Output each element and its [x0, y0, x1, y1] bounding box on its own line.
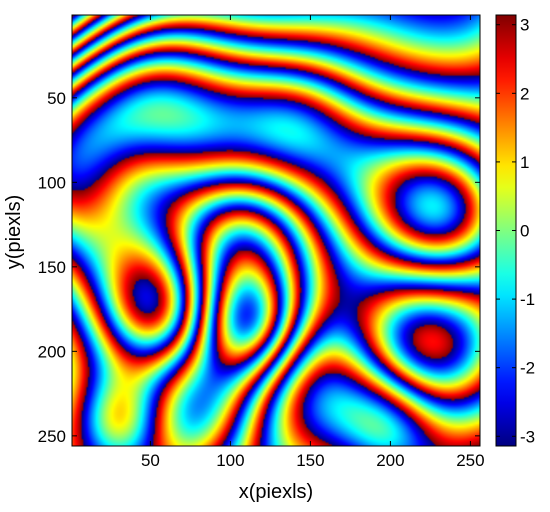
x-axis: 50 100 150 200 250: [141, 15, 485, 470]
colorbar: -3 -2 -1 0 1 2 3: [495, 14, 535, 447]
plot-frame: [71, 14, 481, 447]
x-axis-label: x(piexls): [239, 481, 313, 503]
y-tick-label: 50: [47, 89, 66, 108]
x-tick-label: 200: [376, 451, 404, 470]
x-tick-label: 250: [456, 451, 484, 470]
x-tick-label: 100: [216, 451, 244, 470]
y-tick-label: 150: [38, 258, 66, 277]
colorbar-tick-label: 0: [520, 222, 529, 241]
phase-heatmap-image: [72, 15, 480, 446]
colorbar-tick-label: -1: [520, 290, 535, 309]
y-axis-label: y(piexls): [3, 195, 25, 269]
colorbar-tick-label: 2: [520, 84, 529, 103]
x-tick-label: 150: [296, 451, 324, 470]
x-tick-label: 50: [141, 451, 160, 470]
colorbar-tick-label: 3: [520, 16, 529, 35]
y-tick-label: 200: [38, 342, 66, 361]
colorbar-ticks: -3 -2 -1 0 1 2 3: [496, 16, 535, 446]
y-tick-label: 250: [38, 427, 66, 446]
heatmap-plot-area: [71, 14, 481, 447]
y-tick-label: 100: [38, 173, 66, 192]
colorbar-tick-label: -2: [520, 359, 535, 378]
colorbar-gradient: [496, 15, 516, 446]
y-axis: 50 100 150 200 250: [38, 89, 480, 446]
colorbar-tick-label: -3: [520, 427, 535, 446]
colorbar-tick-label: 1: [520, 153, 529, 172]
